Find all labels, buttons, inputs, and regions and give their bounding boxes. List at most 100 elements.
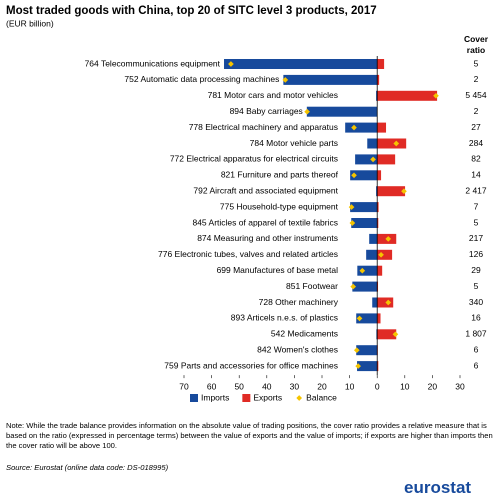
bar — [357, 361, 378, 372]
category-label: 776 Electronic tubes, valves and related… — [158, 249, 338, 259]
balance-marker — [356, 315, 363, 322]
x-tick-label: 30 — [290, 381, 300, 391]
bar — [377, 202, 379, 213]
cover-ratio: 217 — [469, 233, 483, 243]
bar — [351, 218, 378, 228]
category-label: 772 Electrical apparatus for electrical … — [170, 154, 338, 164]
note: Note: While the trade balance provides i… — [6, 421, 493, 450]
category-label: 542 Medicaments — [271, 329, 338, 339]
bar — [372, 297, 378, 308]
cover-ratio: 7 — [474, 201, 479, 211]
bar — [350, 202, 378, 213]
category-label: 775 Household-type equipment — [220, 201, 339, 211]
category-label: 874 Measuring and other instruments — [197, 233, 338, 243]
legend-swatch — [242, 394, 251, 402]
cover-ratio: 126 — [469, 249, 483, 259]
cover-ratio: 5 — [474, 58, 479, 68]
category-label: 842 Women's clothes — [257, 344, 338, 354]
balance-marker — [351, 172, 357, 179]
category-label: 893 Articels n.e.s. of plastics — [231, 313, 338, 323]
bar — [377, 90, 438, 101]
bar — [377, 297, 394, 308]
category-label: 781 Motor cars and motor vehicles — [208, 90, 338, 100]
bar — [377, 138, 407, 149]
bar — [366, 249, 378, 260]
bar — [356, 313, 378, 324]
balance-marker — [370, 156, 376, 163]
balance-marker — [359, 267, 366, 274]
balance-marker — [378, 251, 384, 258]
bar — [376, 186, 378, 197]
category-label: 792 Aircraft and associated equipment — [193, 185, 338, 195]
cover-ratio: 2 417 — [465, 185, 487, 195]
balance-marker — [350, 283, 357, 290]
bar — [377, 249, 393, 260]
x-tick-label: 20 — [428, 381, 438, 391]
balance-marker — [351, 124, 357, 131]
bar — [377, 329, 397, 340]
x-tick-label: 10 — [345, 381, 355, 391]
category-label: 759 Parts and accessories for office mac… — [164, 360, 338, 370]
bar — [283, 74, 378, 85]
bar — [377, 74, 380, 85]
balance-marker — [304, 108, 310, 115]
logo: eurostat — [404, 478, 472, 497]
balance-marker — [385, 299, 392, 306]
cover-ratio: 1 807 — [465, 329, 487, 339]
bar — [376, 90, 378, 101]
cover-ratio-header: Cover ratio — [463, 34, 489, 55]
bar — [355, 154, 378, 165]
balance-marker — [392, 331, 399, 338]
cover-ratio: 14 — [471, 170, 481, 180]
bar — [350, 170, 378, 181]
x-tick-label: 10 — [400, 381, 410, 391]
cover-ratio: 340 — [469, 297, 483, 307]
category-label: 851 Footwear — [286, 281, 338, 291]
cover-ratio: 284 — [469, 138, 483, 148]
cover-ratio: 6 — [474, 344, 479, 354]
bar — [377, 265, 383, 276]
category-label: 728 Other machinery — [259, 297, 339, 307]
category-label: 764 Telecommunications equipment — [85, 58, 221, 68]
bar — [377, 186, 406, 197]
category-label: 752 Automatic data processing machines — [124, 74, 279, 84]
cover-ratio: 16 — [471, 313, 481, 323]
x-tick-label: 20 — [317, 381, 327, 391]
cover-ratio: 5 — [474, 217, 479, 227]
category-label: 778 Electrical machinery and apparatus — [189, 122, 338, 132]
category-label: 699 Manufactures of base metal — [217, 265, 339, 275]
bar — [306, 106, 378, 117]
balance-marker — [348, 204, 355, 210]
bar — [356, 345, 378, 356]
x-tick-label: 50 — [234, 381, 244, 391]
x-tick-label: 40 — [262, 381, 272, 391]
category-label: 821 Furniture and parts thereof — [221, 170, 339, 180]
balance-marker — [393, 140, 400, 147]
cover-ratio: 27 — [471, 122, 481, 132]
balance-marker — [355, 363, 361, 369]
bar — [367, 138, 378, 149]
cover-ratio: 6 — [474, 360, 479, 370]
x-tick-label: 0 — [375, 381, 380, 391]
balance-marker — [353, 347, 360, 354]
category-label: 784 Motor vehicle parts — [250, 138, 338, 148]
x-tick-label: 60 — [207, 381, 217, 391]
bar — [377, 281, 379, 292]
chart-title: Most traded goods with China, top 20 of … — [6, 5, 377, 17]
bar — [224, 59, 378, 69]
category-label: 894 Baby carriages — [230, 106, 303, 116]
balance-marker — [401, 188, 407, 195]
legend-swatch — [296, 395, 303, 401]
legend-label: Exports — [253, 392, 282, 402]
cover-ratio: 5 454 — [465, 90, 487, 100]
bar — [377, 122, 387, 133]
cover-ratio: 5 — [474, 281, 479, 291]
bar — [377, 218, 379, 228]
cover-ratio: 2 — [474, 106, 479, 116]
balance-marker — [433, 92, 439, 99]
legend-label: Imports — [201, 392, 229, 402]
balance-marker — [349, 220, 356, 226]
bar — [376, 329, 378, 340]
